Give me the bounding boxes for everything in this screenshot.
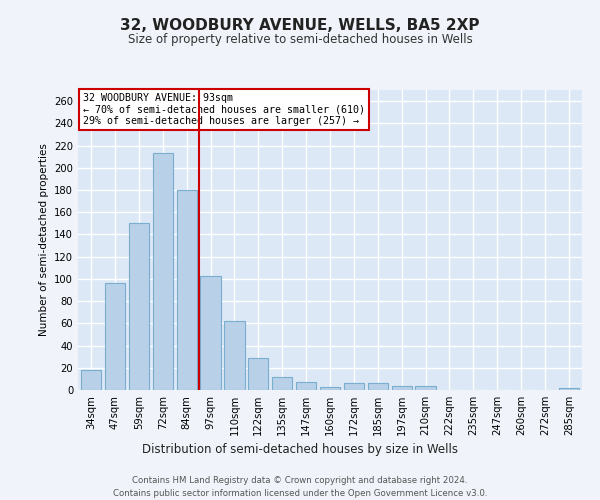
Bar (320, 386, 340, 390)
Text: Contains HM Land Registry data © Crown copyright and database right 2024.: Contains HM Land Registry data © Crown c… (132, 476, 468, 485)
Bar (296, 382, 316, 390)
Y-axis label: Number of semi-detached properties: Number of semi-detached properties (38, 144, 49, 336)
Bar (368, 384, 388, 390)
Bar (272, 376, 292, 390)
Bar (344, 384, 364, 390)
Bar (224, 321, 245, 390)
Bar (105, 284, 125, 390)
Bar (152, 154, 173, 390)
Text: 32 WOODBURY AVENUE: 93sqm
← 70% of semi-detached houses are smaller (610)
29% of: 32 WOODBURY AVENUE: 93sqm ← 70% of semi-… (83, 93, 365, 126)
Bar (559, 388, 579, 390)
Text: 32, WOODBURY AVENUE, WELLS, BA5 2XP: 32, WOODBURY AVENUE, WELLS, BA5 2XP (120, 18, 480, 32)
Bar (415, 386, 436, 390)
Bar (200, 276, 221, 390)
Bar (129, 224, 149, 390)
Text: Contains public sector information licensed under the Open Government Licence v3: Contains public sector information licen… (113, 489, 487, 498)
Text: Size of property relative to semi-detached houses in Wells: Size of property relative to semi-detach… (128, 32, 472, 46)
Bar (392, 386, 412, 390)
Text: Distribution of semi-detached houses by size in Wells: Distribution of semi-detached houses by … (142, 442, 458, 456)
Bar (248, 358, 268, 390)
Bar (81, 370, 101, 390)
Bar (176, 190, 197, 390)
